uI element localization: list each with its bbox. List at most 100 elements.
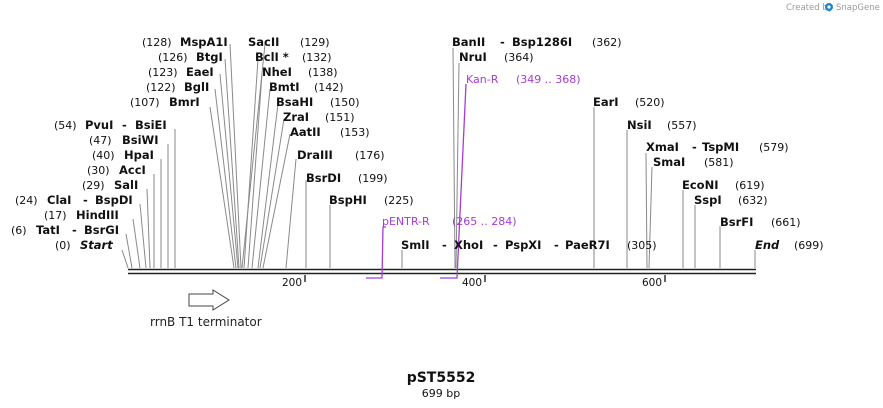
enzyme-pos: (151) [325,111,355,124]
enzyme-pos: (362) [592,36,622,49]
ruler-label-600: 600 [642,277,662,289]
leader-line [247,73,263,269]
enzyme-label[interactable]: TspMI [702,140,739,154]
enzyme-label[interactable]: TatI [36,223,60,237]
enzyme-pos: (24) [15,194,38,207]
enzyme-label[interactable]: EcoNI [682,178,718,192]
enzyme-pos: (40) [92,149,115,162]
enzyme-label[interactable]: BspHI [329,193,367,207]
enzyme-label[interactable]: BsrFI [720,215,753,229]
enzyme-pos: (557) [667,119,697,132]
enzyme-label[interactable]: BspDI [95,193,133,207]
leader-line [224,58,240,269]
enzyme-label[interactable]: BsaHI [276,95,313,109]
enzyme-pos: (520) [635,96,665,109]
leader-line [648,166,653,269]
enzyme-label[interactable]: AccI [119,163,146,177]
enzyme-label[interactable]: BanII [452,35,485,49]
enzyme-pos: (0) [55,239,71,252]
enzyme-pos: (122) [146,81,176,94]
enzyme-pos: (126) [158,51,188,64]
primer-range: (265 .. 284) [452,215,517,228]
leader-line [125,233,133,269]
enzyme-pos: (132) [302,51,332,64]
enzyme-label[interactable]: SacII [248,35,279,49]
enzyme-pos: (661) [771,216,801,229]
leader-line [257,103,279,269]
enzyme-label[interactable]: BmtI [269,80,300,94]
leader-line [645,152,648,269]
enzyme-label[interactable]: SalI [114,178,138,192]
enzyme-label[interactable]: ClaI [47,193,71,207]
ruler-label-200: 200 [282,277,302,289]
enzyme-pos: (17) [44,209,67,222]
enzyme-label[interactable]: DraIII [297,148,333,162]
enzyme-label[interactable]: HpaI [124,148,154,162]
enzyme-separator: - [122,118,127,132]
enzyme-label[interactable]: BtgI [196,50,223,64]
enzyme-pos: (225) [384,194,414,207]
feature-rrnb-t1-terminator[interactable]: rrnB T1 terminator [150,289,262,329]
primer-range: (349 .. 368) [516,73,581,86]
enzyme-pos: (579) [759,141,789,154]
leader-line [251,88,271,269]
plasmid-length: 699 bp [422,387,460,400]
enzyme-label[interactable]: MspA1I [180,35,228,49]
enzyme-label[interactable]: PvuI [85,118,113,132]
enzyme-label[interactable]: BclI * [255,50,289,64]
sequence-backbone [128,268,756,275]
enzyme-label[interactable]: NheI [262,65,292,79]
enzyme-pos: (142) [314,81,344,94]
enzyme-pos: (632) [738,194,768,207]
enzyme-label[interactable]: BsiWI [122,133,159,147]
enzyme-label[interactable]: BsiEI [135,118,167,132]
enzyme-pos: (150) [330,96,360,109]
feature-arrow-icon [188,289,230,311]
enzyme-label[interactable]: AatII [290,125,321,139]
enzyme-label[interactable]: PaeR7I [565,238,610,252]
enzyme-pos: (619) [735,179,765,192]
leader-line [146,188,151,269]
snapgene-logo-icon [825,3,833,11]
leader-line [132,218,141,269]
leader-line [229,43,242,269]
enzyme-label-start: Start [80,238,113,252]
enzyme-label[interactable]: Bsp1286I [512,35,572,49]
enzyme-pos: (153) [340,126,370,139]
enzyme-label[interactable]: BmrI [169,95,200,109]
enzyme-label[interactable]: PspXI [505,238,541,252]
enzyme-label[interactable]: ZraI [283,110,309,124]
enzyme-separator: - [692,140,697,154]
enzyme-label[interactable]: HindIII [76,208,119,222]
enzyme-pos: (129) [300,36,330,49]
enzyme-separator: - [83,193,88,207]
primer-kan-r[interactable]: Kan-R (349 .. 368) [440,73,581,279]
enzyme-label[interactable]: BglI [184,80,209,94]
enzyme-pos: (47) [89,134,112,147]
enzyme-label[interactable]: NsiI [627,118,652,132]
enzyme-pos: (699) [794,239,824,252]
enzyme-pos: (29) [82,179,105,192]
primer-name: pENTR-R [382,215,430,228]
leader-line [139,203,147,269]
primer-pentr-r[interactable]: pENTR-R (265 .. 284) [366,215,517,279]
primer-name: Kan-R [466,73,499,86]
enzyme-label[interactable]: EarI [593,95,619,109]
enzyme-label[interactable]: BsrDI [306,171,341,185]
leader-line [214,88,237,269]
leader-line [121,249,129,269]
leader-line [243,58,259,269]
enzyme-label[interactable]: SmaI [653,155,685,169]
enzyme-label[interactable]: EaeI [186,65,214,79]
feature-label: rrnB T1 terminator [150,315,262,329]
enzyme-label[interactable]: XhoI [454,238,483,252]
enzyme-pos: (305) [627,239,657,252]
enzyme-label[interactable]: SspI [694,193,722,207]
enzyme-label[interactable]: SmlI [401,238,430,252]
enzyme-pos: (199) [358,172,388,185]
enzyme-label[interactable]: BsrGI [84,223,119,237]
leader-line [219,73,239,269]
enzyme-label[interactable]: XmaI [646,140,679,154]
plasmid-title: pST5552 [407,370,476,386]
enzyme-label[interactable]: NruI [459,50,487,64]
